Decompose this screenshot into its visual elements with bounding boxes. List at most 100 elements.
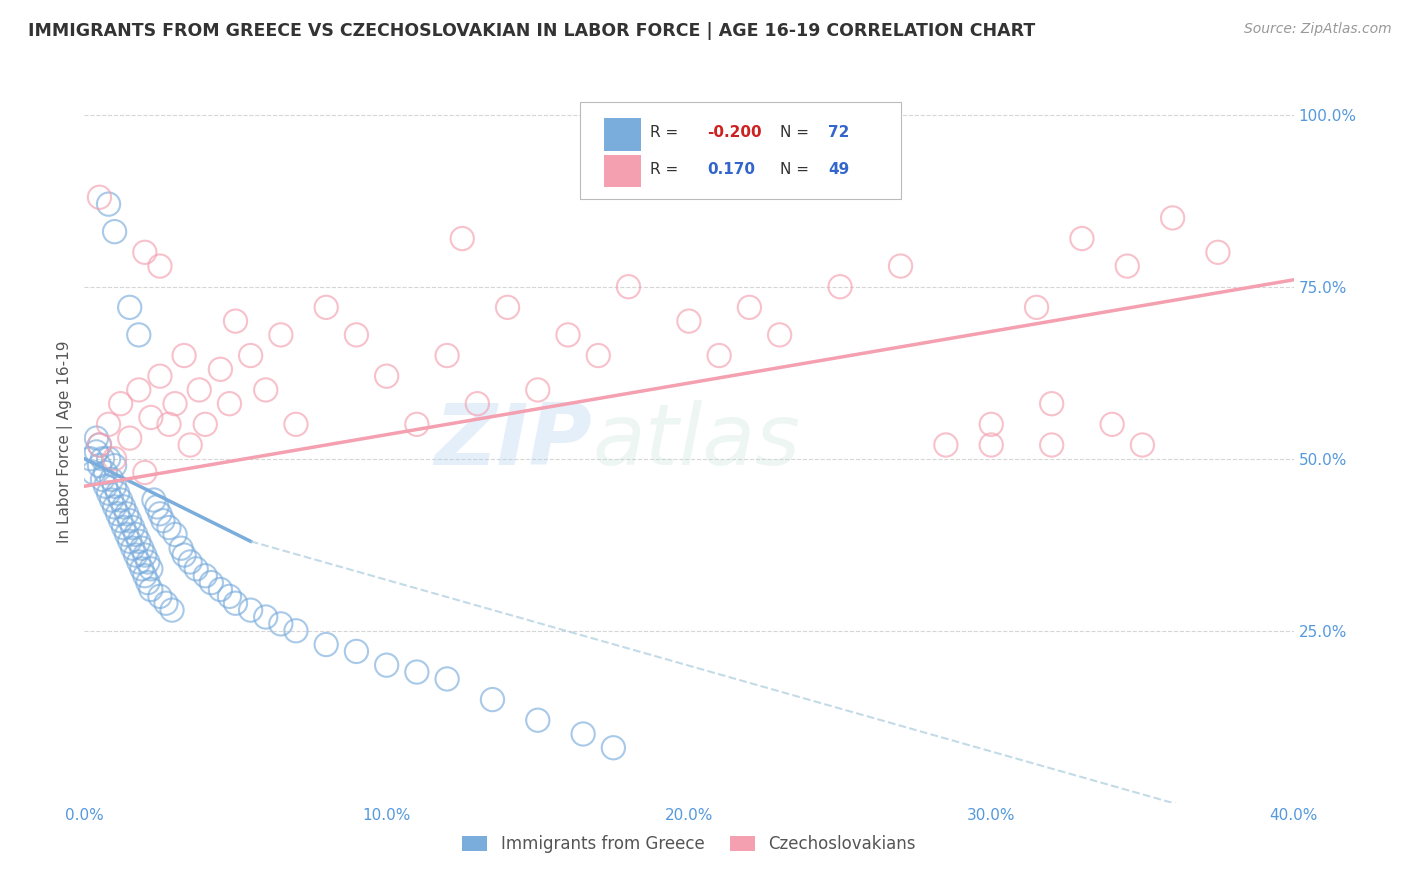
Point	[94, 466, 117, 480]
Point	[136, 555, 159, 569]
Point	[86, 431, 108, 445]
Point	[134, 245, 156, 260]
Point	[769, 327, 792, 342]
Point	[104, 451, 127, 466]
Point	[709, 349, 731, 363]
Point	[467, 397, 489, 411]
Point	[436, 672, 458, 686]
Point	[91, 472, 114, 486]
Point	[157, 520, 180, 534]
Point	[89, 190, 111, 204]
Point	[617, 279, 640, 293]
Point	[97, 451, 120, 466]
Point	[980, 438, 1002, 452]
Point	[270, 616, 292, 631]
Point	[128, 327, 150, 342]
Point	[406, 665, 429, 679]
Point	[134, 548, 156, 562]
Point	[678, 314, 700, 328]
Bar	[605, 154, 641, 187]
Point	[160, 603, 183, 617]
Text: N =: N =	[780, 125, 814, 140]
Point	[1130, 438, 1153, 452]
Point	[194, 568, 217, 582]
Point	[118, 514, 141, 528]
Text: 0.170: 0.170	[707, 161, 755, 177]
Point	[935, 438, 957, 452]
Point	[496, 301, 519, 315]
Point	[194, 417, 217, 432]
Point	[239, 349, 262, 363]
Point	[375, 658, 398, 673]
Point	[155, 596, 177, 610]
Point	[104, 458, 127, 473]
Point	[104, 225, 127, 239]
Point	[375, 369, 398, 384]
Point	[165, 527, 187, 541]
Point	[481, 692, 503, 706]
Point	[527, 713, 550, 727]
Point	[86, 445, 108, 459]
Point	[1161, 211, 1184, 225]
Point	[285, 417, 308, 432]
Text: R =: R =	[650, 125, 683, 140]
Y-axis label: In Labor Force | Age 16-19: In Labor Force | Age 16-19	[56, 340, 73, 543]
Point	[110, 493, 132, 508]
Point	[165, 397, 187, 411]
Point	[107, 507, 129, 521]
Text: -0.200: -0.200	[707, 125, 762, 140]
Point	[602, 740, 624, 755]
Point	[139, 582, 162, 597]
Point	[104, 500, 127, 514]
Point	[209, 582, 232, 597]
Point	[149, 507, 172, 521]
Point	[110, 514, 132, 528]
Point	[254, 383, 277, 397]
Point	[200, 575, 222, 590]
Point	[527, 383, 550, 397]
Point	[112, 500, 135, 514]
Point	[173, 548, 195, 562]
Point	[89, 438, 111, 452]
Point	[107, 486, 129, 500]
Point	[115, 507, 138, 521]
Point	[1071, 231, 1094, 245]
Point	[128, 534, 150, 549]
Text: 72: 72	[828, 125, 849, 140]
Point	[149, 369, 172, 384]
Point	[91, 451, 114, 466]
Point	[225, 596, 247, 610]
Point	[254, 610, 277, 624]
Point	[82, 466, 104, 480]
Point	[1116, 259, 1139, 273]
Point	[100, 493, 122, 508]
Point	[346, 327, 368, 342]
Point	[94, 479, 117, 493]
Point	[118, 301, 141, 315]
Point	[170, 541, 193, 556]
Point	[315, 301, 337, 315]
Point	[142, 493, 165, 508]
Point	[1040, 397, 1063, 411]
Point	[270, 327, 292, 342]
Point	[79, 451, 101, 466]
Point	[128, 383, 150, 397]
Point	[118, 534, 141, 549]
Point	[146, 500, 169, 514]
Point	[436, 349, 458, 363]
Point	[451, 231, 474, 245]
Text: Source: ZipAtlas.com: Source: ZipAtlas.com	[1244, 22, 1392, 37]
Point	[315, 638, 337, 652]
Point	[738, 301, 761, 315]
Point	[118, 431, 141, 445]
Point	[125, 548, 148, 562]
Legend: Immigrants from Greece, Czechoslovakians: Immigrants from Greece, Czechoslovakians	[456, 828, 922, 860]
Point	[128, 555, 150, 569]
Point	[100, 472, 122, 486]
Point	[97, 486, 120, 500]
Text: N =: N =	[780, 161, 814, 177]
Text: 49: 49	[828, 161, 849, 177]
Point	[188, 383, 211, 397]
Point	[125, 527, 148, 541]
Point	[152, 514, 174, 528]
